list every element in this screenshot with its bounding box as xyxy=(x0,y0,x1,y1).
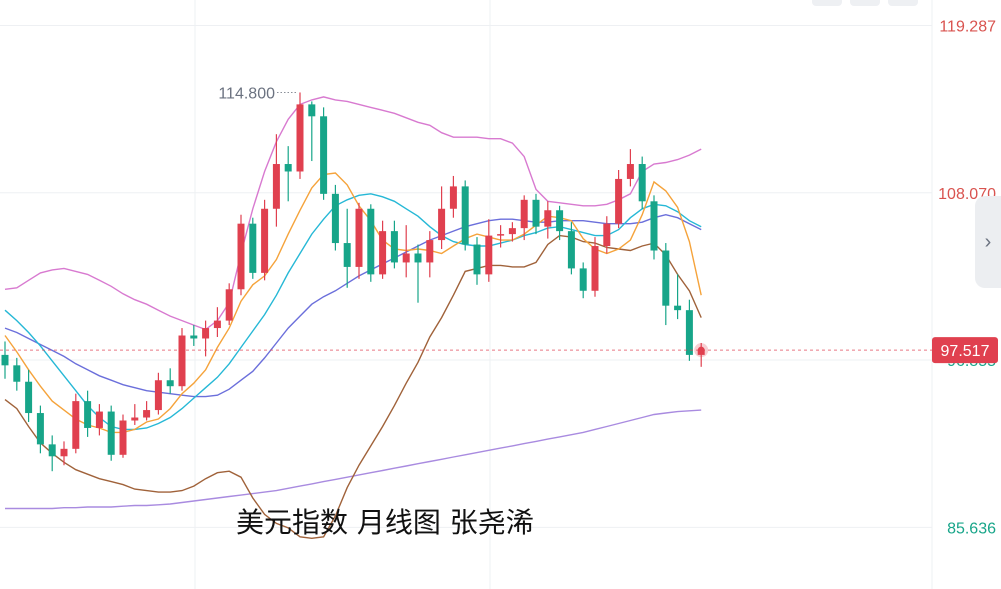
candle xyxy=(60,441,68,466)
y-tick-label-3: 85.636 xyxy=(947,520,996,537)
candle xyxy=(143,401,151,421)
candle xyxy=(331,184,339,251)
candle xyxy=(355,202,363,279)
candle xyxy=(532,193,540,235)
candle xyxy=(603,216,611,254)
candle xyxy=(685,299,693,361)
current-price-label: 97.517 xyxy=(941,343,990,360)
candle xyxy=(473,237,481,285)
candle xyxy=(379,220,387,279)
candle xyxy=(449,175,457,218)
current-price-dot xyxy=(697,346,705,354)
candle xyxy=(390,220,398,269)
candle xyxy=(225,283,233,326)
max-annotation-label: 114.800 xyxy=(218,85,275,102)
candle xyxy=(13,357,21,391)
y-tick-label-0: 119.287 xyxy=(939,19,996,36)
candle xyxy=(556,205,564,241)
candle xyxy=(320,107,328,200)
candle xyxy=(154,372,162,415)
candle xyxy=(497,225,505,248)
candle xyxy=(520,195,528,241)
candle xyxy=(95,404,103,436)
boll-lower-line xyxy=(4,234,702,540)
candle xyxy=(107,405,115,461)
grid-lines xyxy=(0,0,933,589)
candle xyxy=(25,369,33,422)
candle xyxy=(615,169,623,229)
candle xyxy=(343,208,351,288)
candle xyxy=(178,328,186,391)
candle xyxy=(202,320,210,357)
candle xyxy=(567,222,575,275)
chevron-right-icon: › xyxy=(984,230,992,253)
candle xyxy=(296,92,304,179)
current-price-box xyxy=(932,337,998,364)
candle xyxy=(308,101,316,162)
candle xyxy=(237,214,245,296)
ma20-line xyxy=(4,213,702,398)
candle xyxy=(426,231,434,278)
candle xyxy=(48,435,56,472)
chart-caption: 美元指数 月线图 张尧浠 xyxy=(236,506,534,539)
ma5-line xyxy=(4,172,702,434)
candle xyxy=(638,156,646,209)
candle xyxy=(674,274,682,320)
candle xyxy=(190,325,198,346)
annotations: 114.800 xyxy=(0,85,932,358)
candle xyxy=(367,204,375,282)
candle xyxy=(626,149,634,187)
indicator-lines xyxy=(4,96,702,540)
toolbar-button-3[interactable] xyxy=(888,0,918,6)
candle xyxy=(485,219,493,282)
candle xyxy=(213,307,221,337)
candle xyxy=(166,368,174,394)
candle xyxy=(508,222,516,242)
candle xyxy=(119,414,127,458)
candles xyxy=(1,92,705,472)
candle xyxy=(284,146,292,202)
candle xyxy=(591,237,599,297)
toolbar-button-2[interactable] xyxy=(850,0,880,6)
candle xyxy=(650,195,658,260)
candle xyxy=(249,217,257,279)
ma10-line xyxy=(4,193,702,431)
candle xyxy=(579,262,587,299)
candle xyxy=(131,404,139,425)
candle xyxy=(272,134,280,227)
candle xyxy=(72,393,80,454)
candle xyxy=(438,186,446,250)
expand-panel-button[interactable]: › xyxy=(975,196,1001,288)
candle xyxy=(261,199,269,281)
candle xyxy=(544,201,552,239)
candle xyxy=(402,225,410,278)
candle xyxy=(414,244,422,303)
boll-upper-line xyxy=(4,96,702,331)
toolbar-button-1[interactable] xyxy=(812,0,842,6)
candle xyxy=(461,180,469,251)
candle xyxy=(84,390,92,437)
candle xyxy=(662,243,670,326)
candle xyxy=(36,405,44,454)
candle xyxy=(1,341,9,379)
